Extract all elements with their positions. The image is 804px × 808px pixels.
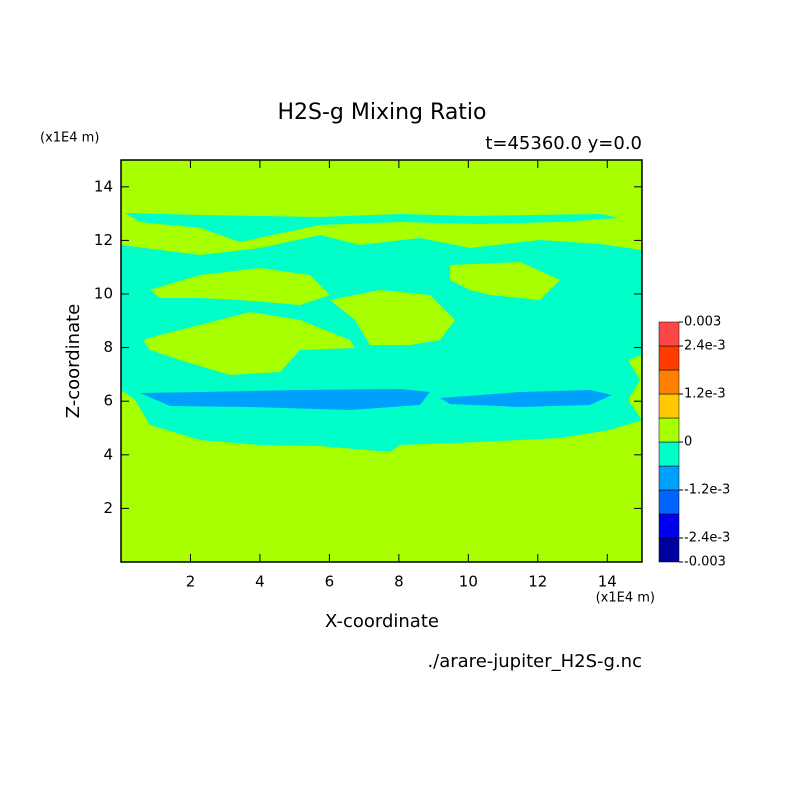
y-tick-label: 8 — [103, 338, 113, 356]
colorbar-tick-label: -1.2e-3 — [684, 483, 730, 498]
x-axis-label: X-coordinate — [325, 611, 439, 632]
colorbar-tick-label: 0.003 — [684, 315, 721, 330]
x-tick-label: 8 — [394, 573, 404, 591]
colorbar-swatch — [658, 513, 680, 539]
colorbar-swatch — [658, 537, 680, 563]
x-tick-label: 6 — [325, 573, 335, 591]
y-tick-label: 10 — [94, 285, 113, 303]
y-tick-label: 12 — [94, 231, 113, 249]
y-tick-label: 4 — [103, 445, 113, 463]
y-tick-label: 14 — [94, 177, 113, 195]
colorbar-tick-label: -0.003 — [684, 555, 726, 570]
x-unit: (x1E4 m) — [596, 591, 655, 606]
contour-region — [140, 389, 430, 410]
colorbar-tick-label: 2.4e-3 — [684, 339, 726, 354]
plot-frame — [120, 159, 643, 563]
colorbar-swatch — [658, 345, 680, 371]
contour-region — [450, 262, 560, 300]
y-unit: (x1E4 m) — [40, 131, 99, 146]
y-tick-label: 2 — [103, 499, 113, 517]
y-tick-label: 6 — [103, 392, 113, 410]
colorbar-swatch — [658, 441, 680, 467]
colorbar-tick-label: -2.4e-3 — [684, 531, 730, 546]
x-tick-label: 10 — [459, 573, 478, 591]
colorbar-swatch — [658, 321, 680, 347]
colorbar-swatch — [658, 417, 680, 443]
x-tick-label: 12 — [528, 573, 547, 591]
contour-region — [125, 213, 620, 242]
chart-title: H2S-g Mixing Ratio — [277, 100, 486, 125]
x-tick-label: 4 — [255, 573, 265, 591]
y-axis-label: Z-coordinate — [63, 304, 84, 419]
contour-region — [150, 268, 330, 305]
subtitle: t=45360.0 y=0.0 — [485, 133, 642, 154]
contour-region — [440, 390, 612, 407]
x-tick-label: 2 — [186, 573, 196, 591]
colorbar-tick-label: 1.2e-3 — [684, 387, 726, 402]
contour-region — [330, 290, 455, 345]
source-file: ./arare-jupiter_H2S-g.nc — [427, 651, 642, 672]
x-tick-label: 14 — [598, 573, 617, 591]
colorbar-swatch — [658, 393, 680, 419]
colorbar-swatch — [658, 369, 680, 395]
colorbar-swatch — [658, 489, 680, 515]
contour-region — [143, 312, 355, 375]
colorbar-tick-label: 0 — [684, 435, 692, 450]
colorbar-swatch — [658, 465, 680, 491]
